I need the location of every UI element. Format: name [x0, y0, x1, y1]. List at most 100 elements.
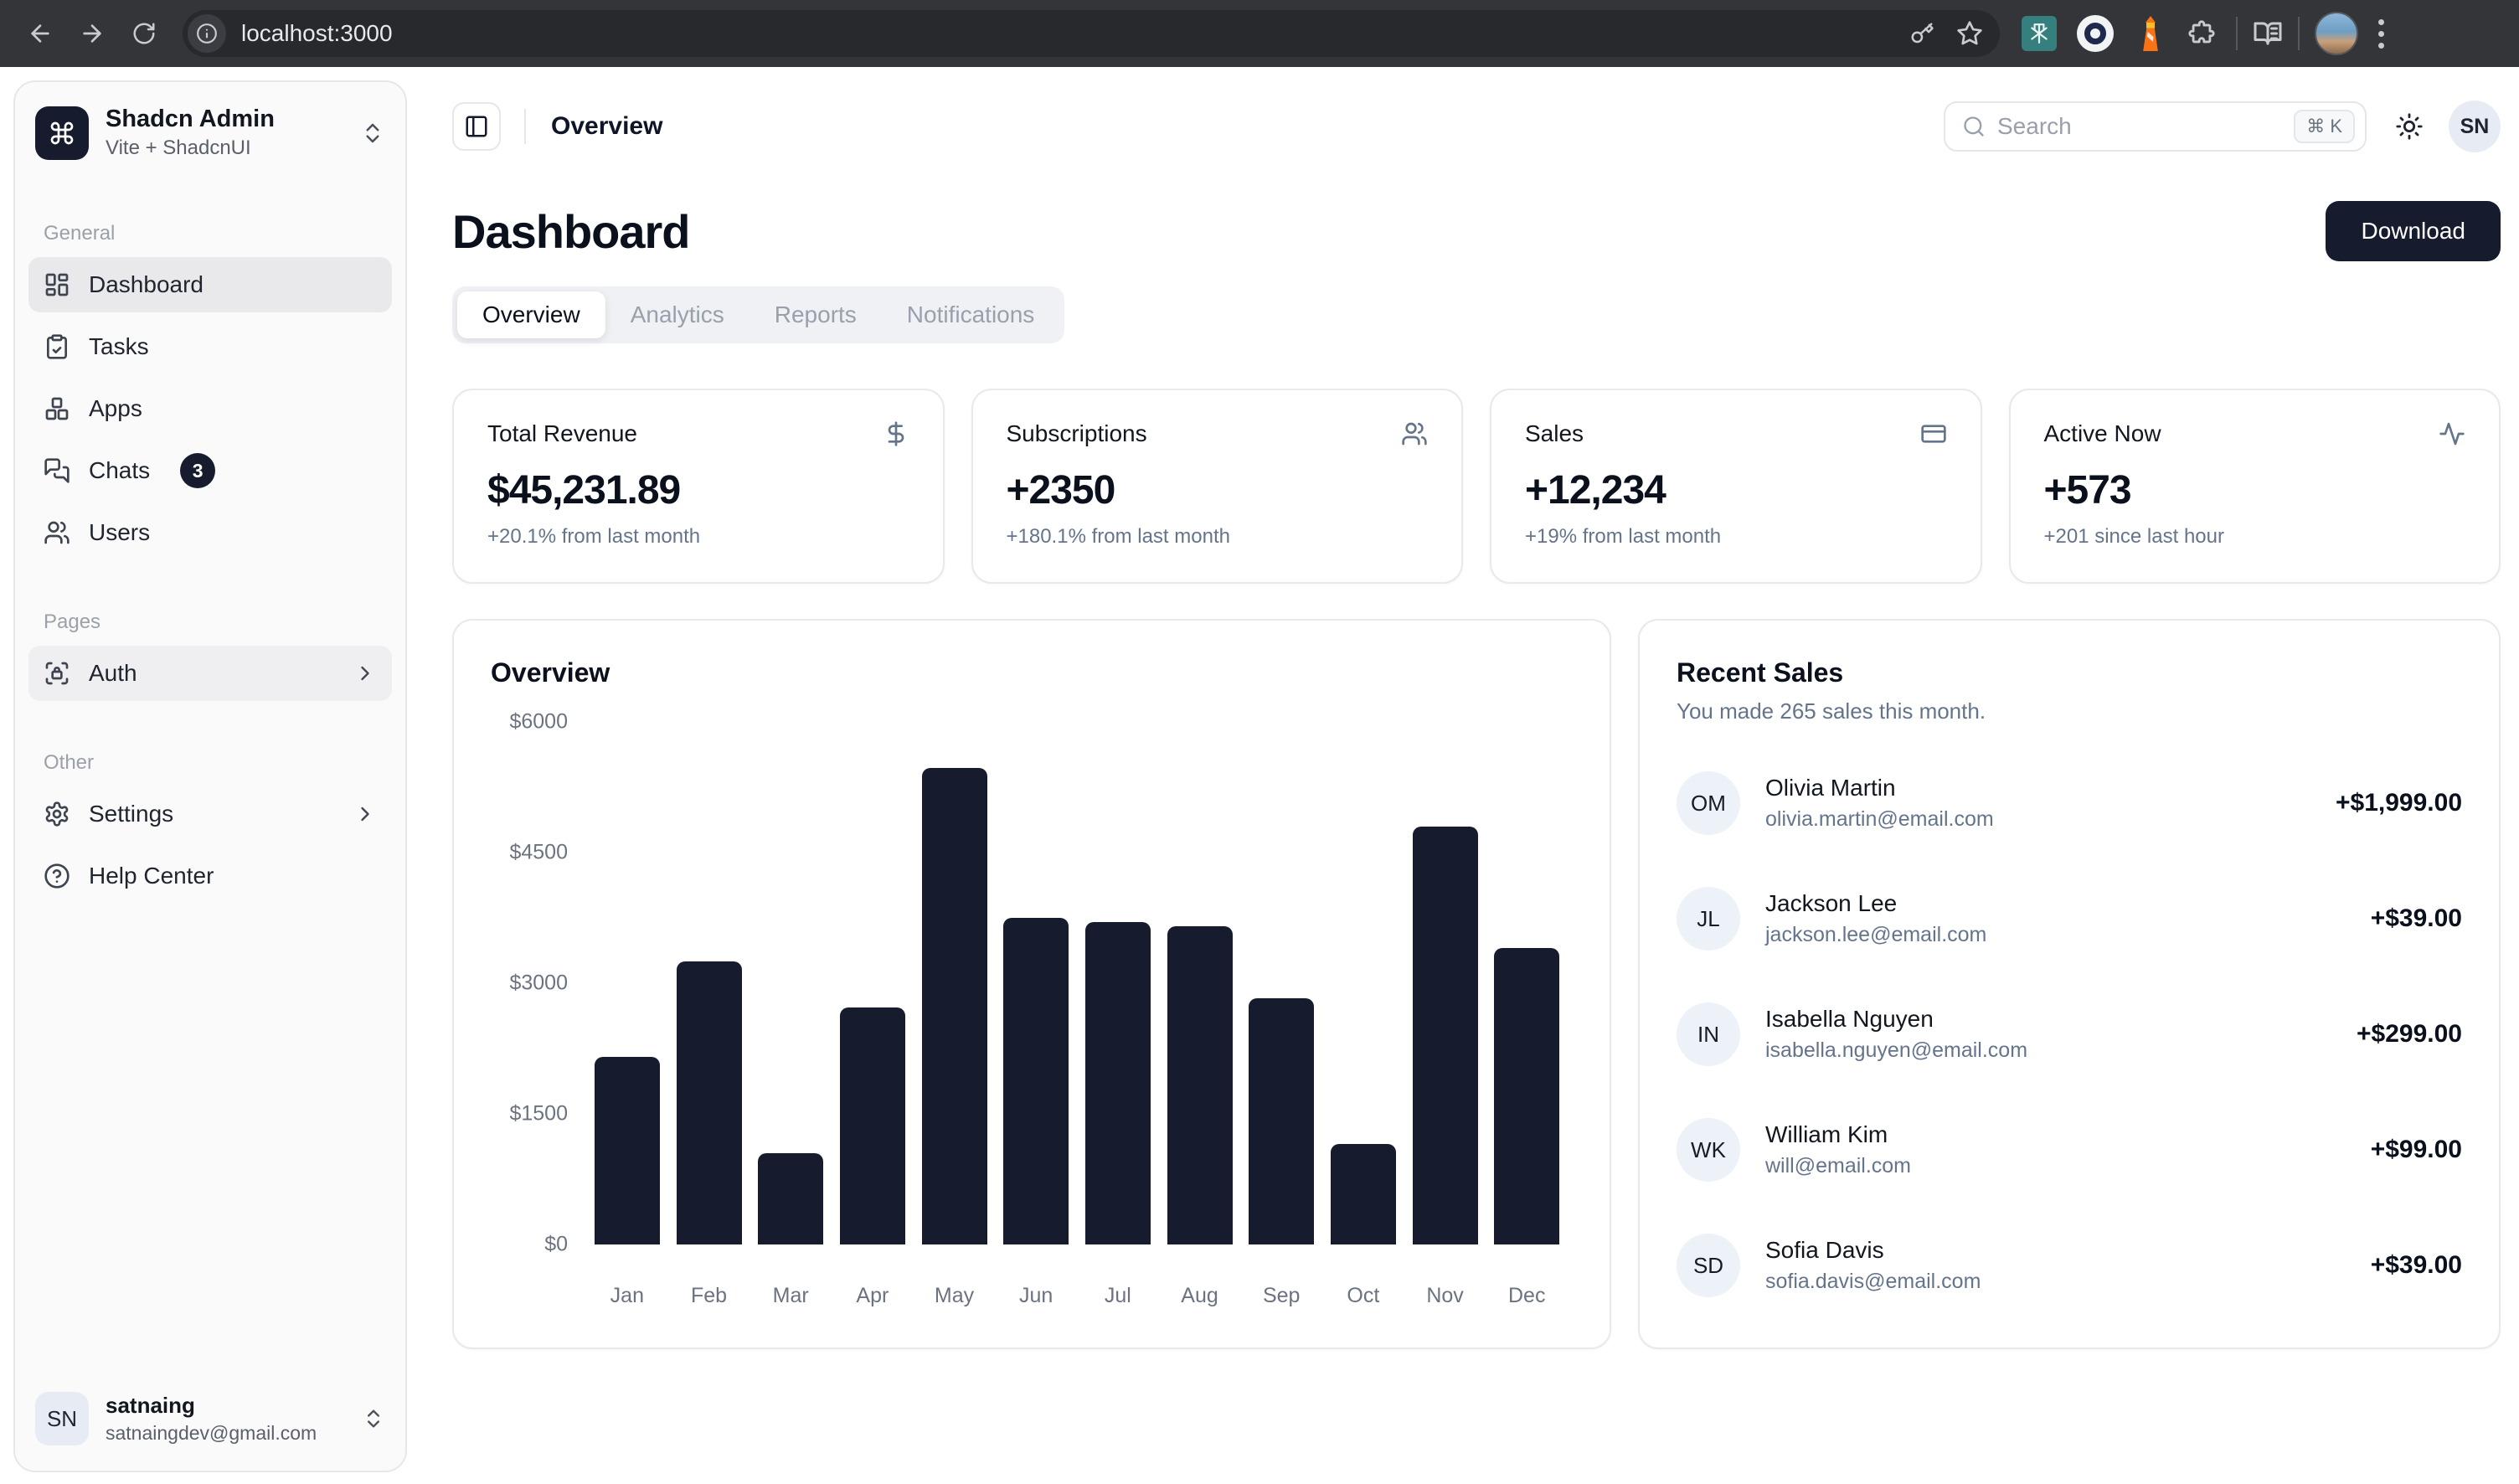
divider: [524, 109, 526, 144]
browser-back-button[interactable]: [18, 12, 62, 55]
sale-name: William Kim: [1765, 1121, 1888, 1147]
sidebar-item-apps[interactable]: Apps: [28, 381, 392, 436]
search-icon: [1964, 116, 1984, 137]
activity-icon: [2439, 420, 2465, 447]
stat-value: +12,234: [1525, 468, 1666, 513]
dollar-sign-icon: [883, 420, 909, 447]
stat-card-active-now: Active Now +573 +201 since last hour: [2008, 389, 2501, 584]
sale-amount: +$99.00: [2370, 1136, 2462, 1163]
sidebar-item-tasks[interactable]: Tasks: [28, 319, 392, 374]
sidebar-item-auth[interactable]: Auth: [28, 646, 392, 701]
sidebar-item-chats[interactable]: Chats 3: [28, 443, 392, 498]
toolbar-divider: [2236, 17, 2238, 50]
tab-overview[interactable]: Overview: [457, 291, 605, 338]
browser-menu-icon[interactable]: [2367, 18, 2396, 49]
chart-bar: [1494, 948, 1560, 1244]
browser-forward-button[interactable]: [70, 12, 114, 55]
stat-label: Subscriptions: [1006, 420, 1147, 446]
chart-bar: [594, 1057, 660, 1244]
sidebar-section-general: General: [44, 222, 116, 245]
recent-sales-card: Recent Sales You made 265 sales this mon…: [1638, 619, 2501, 1349]
site-info-icon[interactable]: [188, 14, 226, 53]
workspace-switcher[interactable]: Shadcn Admin Vite + ShadcnUI: [28, 97, 392, 168]
workspace-logo-command-icon: [35, 106, 89, 160]
avatar: WK: [1677, 1118, 1740, 1182]
chart-x-tick-label: Nov: [1426, 1284, 1464, 1307]
chevrons-up-down-icon: [360, 121, 385, 146]
avatar: SD: [1677, 1234, 1740, 1297]
chart-title: Overview: [491, 657, 610, 688]
users-icon: [1401, 420, 1428, 447]
tab-notifications[interactable]: Notifications: [906, 301, 1035, 327]
sale-amount: +$39.00: [2370, 904, 2462, 932]
sidebar-item-users[interactable]: Users: [28, 505, 392, 560]
extension-icon-teal[interactable]: [2022, 16, 2057, 51]
sale-row: OM Olivia Martin olivia.martin@email.com…: [1677, 771, 2462, 835]
breadcrumb: Overview: [551, 112, 663, 140]
recent-sales-title: Recent Sales: [1677, 657, 1844, 688]
chart-bar-column: [832, 722, 914, 1244]
sidebar-user-menu[interactable]: SN satnaing satnaingdev@gmail.com: [28, 1382, 392, 1456]
profile-avatar[interactable]: SN: [2449, 100, 2501, 152]
sale-email: sofia.davis@email.com: [1765, 1270, 1981, 1293]
clipboard-check-icon: [47, 334, 67, 359]
search-input[interactable]: ⌘ K: [1944, 101, 2367, 152]
sidebar-item-dashboard[interactable]: Dashboard: [28, 257, 392, 312]
chart-x-tick-label: Apr: [856, 1284, 889, 1307]
sidebar-item-help-center[interactable]: Help Center: [28, 848, 392, 904]
avatar: IN: [1677, 1002, 1740, 1066]
chart-x-tick-label: Jul: [1104, 1284, 1131, 1307]
workspace-name: Shadcn Admin: [106, 106, 275, 132]
stat-label: Active Now: [2043, 420, 2161, 446]
stat-card-sales: Sales +12,234 +19% from last month: [1490, 389, 1982, 584]
extension-icon-lighthouse[interactable]: [2134, 14, 2167, 53]
help-circle-icon: [44, 863, 70, 889]
browser-reload-button[interactable]: [122, 12, 166, 55]
sale-amount: +$39.00: [2370, 1251, 2462, 1279]
extension-icon-1password[interactable]: [2077, 15, 2114, 52]
tab-analytics[interactable]: Analytics: [630, 301, 724, 327]
overview-chart-card: Overview $0 $1500 $3000 $4500 $6000 Jan Feb Ma…: [452, 619, 1611, 1349]
chart-bar: [1330, 1144, 1396, 1244]
address-bar[interactable]: localhost:3000: [183, 10, 2000, 57]
extensions-puzzle-icon[interactable]: [2187, 19, 2216, 48]
chart-x-tick-label: May: [934, 1284, 975, 1307]
chart-bar-column: [995, 722, 1077, 1244]
tab-reports[interactable]: Reports: [774, 301, 857, 327]
chart-bar-column: [914, 722, 996, 1244]
top-bar: Overview ⌘ K SN: [452, 100, 2501, 152]
sun-icon: [2396, 113, 2423, 140]
sidebar-item-label: Tasks: [89, 333, 149, 359]
download-button[interactable]: Download: [2326, 201, 2501, 261]
browser-profile-avatar[interactable]: [2315, 12, 2358, 55]
stat-change: +19% from last month: [1525, 525, 1722, 548]
bookmark-star-icon[interactable]: [1956, 20, 1983, 47]
password-key-icon[interactable]: [1909, 21, 1934, 46]
dashboard-tabs: Overview Analytics Reports Notifications: [452, 286, 1065, 343]
browser-toolbar: localhost:3000: [0, 0, 2519, 67]
chart-bar: [839, 1007, 905, 1244]
chart-x-tick-label: Jan: [610, 1284, 644, 1307]
sidebar-item-settings[interactable]: Settings: [28, 786, 392, 842]
reading-list-icon[interactable]: [2253, 18, 2283, 49]
search-field[interactable]: [1997, 113, 2283, 140]
bar-chart: $0 $1500 $3000 $4500 $6000 Jan Feb Mar Apr May Ju…: [491, 710, 1573, 1308]
chevron-right-icon: [353, 802, 377, 826]
chart-y-tick-label: $0: [544, 1232, 568, 1256]
sale-row: JL Jackson Lee jackson.lee@email.com +$3…: [1677, 887, 2462, 951]
chart-x-tick-label: Aug: [1181, 1284, 1218, 1307]
chart-bar: [1167, 926, 1233, 1244]
chart-bar-column: [1077, 722, 1159, 1244]
sidebar-item-label: Apps: [89, 395, 142, 421]
user-name: satnaing: [106, 1393, 195, 1418]
stat-label: Total Revenue: [487, 420, 638, 446]
sidebar-toggle-button[interactable]: [452, 102, 501, 151]
main-content: Overview ⌘ K SN Dashboard Download Overv…: [407, 67, 2519, 1484]
recent-sales-subtitle: You made 265 sales this month.: [1677, 698, 1986, 724]
chart-y-tick-label: $3000: [509, 971, 568, 995]
chart-bar-column: [586, 722, 668, 1244]
theme-toggle-button[interactable]: [2395, 112, 2424, 141]
users-icon: [44, 521, 70, 544]
chart-bar-column: [1322, 722, 1404, 1244]
stat-card-total-revenue: Total Revenue $45,231.89 +20.1% from las…: [452, 389, 945, 584]
